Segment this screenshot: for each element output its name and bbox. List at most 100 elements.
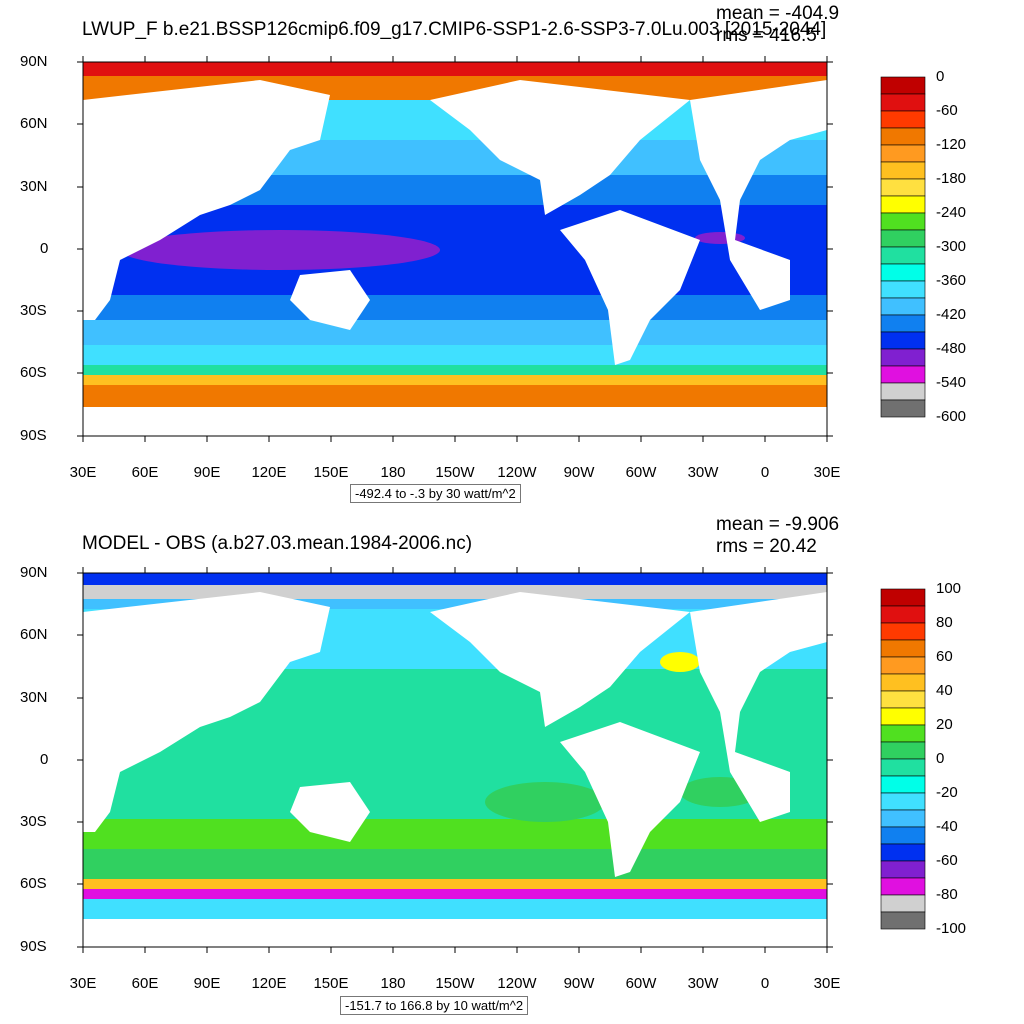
lon-label: 150E xyxy=(313,975,349,992)
colorbar-swatch xyxy=(880,639,926,658)
colorbar-label: -180 xyxy=(936,170,967,187)
map-figure xyxy=(77,56,926,442)
lon-label: 150W xyxy=(435,975,475,992)
colorbar-swatch xyxy=(880,280,926,299)
lon-label: 150E xyxy=(313,464,349,481)
lat-label: 90S xyxy=(20,938,47,955)
colorbar-label: 60 xyxy=(936,648,953,665)
colorbar-label: 40 xyxy=(936,682,953,699)
colorbar-label: -120 xyxy=(936,136,967,153)
field-band xyxy=(83,320,827,345)
field-anomaly xyxy=(660,652,700,672)
lon-label: 60E xyxy=(131,464,159,481)
field-band xyxy=(83,819,827,849)
colorbar-swatch xyxy=(880,297,926,316)
colorbar-label: 0 xyxy=(936,68,945,85)
map-field xyxy=(83,62,827,436)
colorbar-label: -80 xyxy=(936,886,958,903)
field-band xyxy=(83,889,827,899)
colorbar-swatch xyxy=(880,656,926,675)
colorbar-swatch xyxy=(880,127,926,146)
lat-label: 0 xyxy=(40,240,49,257)
colorbar-swatch xyxy=(880,673,926,692)
lon-label: 60E xyxy=(131,975,159,992)
lat-label: 90N xyxy=(20,53,48,70)
lon-label: 120W xyxy=(497,975,537,992)
colorbar-label: -480 xyxy=(936,340,967,357)
colorbar-swatch xyxy=(880,843,926,862)
colorbar-swatch xyxy=(880,399,926,418)
colorbar-swatch xyxy=(880,605,926,624)
colorbar-label: 0 xyxy=(936,750,945,767)
field-band xyxy=(83,585,827,599)
colorbar-swatch xyxy=(880,348,926,367)
field-band xyxy=(83,345,827,365)
colorbar-swatch xyxy=(880,110,926,129)
lat-label: 30N xyxy=(20,689,48,706)
land xyxy=(83,592,827,947)
colorbar-label: -600 xyxy=(936,408,967,425)
colorbar-swatch xyxy=(880,588,926,607)
lon-label: 90W xyxy=(563,975,595,992)
colorbar-swatch xyxy=(880,178,926,197)
lon-label: 180 xyxy=(380,464,406,481)
lat-label: 60S xyxy=(20,364,47,381)
colorbar-swatch xyxy=(880,314,926,333)
lon-label: 150W xyxy=(435,464,475,481)
colorbar-swatch xyxy=(880,144,926,163)
colorbar-swatch xyxy=(880,263,926,282)
field-warm-pool xyxy=(120,230,440,270)
colorbar-swatch xyxy=(880,161,926,180)
colorbar-swatch xyxy=(880,741,926,760)
lon-label: 0 xyxy=(760,975,770,992)
colorbar-swatch xyxy=(880,724,926,743)
colorbar-label: -100 xyxy=(936,920,967,937)
lat-label: 0 xyxy=(40,751,49,768)
colorbar-swatch xyxy=(880,622,926,641)
colorbar-swatch xyxy=(880,331,926,350)
colorbar xyxy=(880,588,926,930)
colorbar-label: -540 xyxy=(936,374,967,391)
colorbar-swatch xyxy=(880,877,926,896)
field-band xyxy=(83,573,827,585)
colorbar-swatch xyxy=(880,758,926,777)
colorbar-label: -240 xyxy=(936,204,967,221)
field-band xyxy=(83,295,827,320)
lon-label: 120W xyxy=(497,464,537,481)
colorbar-swatch xyxy=(880,860,926,879)
colorbar-label: -60 xyxy=(936,852,958,869)
lon-label: 60W xyxy=(625,975,657,992)
lon-label: 90E xyxy=(193,975,221,992)
lon-label: 180 xyxy=(380,975,406,992)
colorbar-label: 100 xyxy=(936,580,962,597)
colorbar-swatch xyxy=(880,246,926,265)
lon-label: 60W xyxy=(625,464,657,481)
map-figure xyxy=(77,567,926,953)
colorbar-label: -420 xyxy=(936,306,967,323)
land xyxy=(83,80,827,436)
colorbar-swatch xyxy=(880,195,926,214)
lon-label: 30E xyxy=(69,464,97,481)
colorbar xyxy=(880,76,926,418)
colorbar-label: -40 xyxy=(936,818,958,835)
lat-label: 30N xyxy=(20,178,48,195)
field-band xyxy=(83,62,827,76)
rms-value: rms = 20.42 xyxy=(716,536,817,557)
field-band xyxy=(83,879,827,889)
lat-label: 60N xyxy=(20,626,48,643)
contour-range-label: -492.4 to -.3 by 30 watt/m^2 xyxy=(350,484,521,503)
lat-label: 60S xyxy=(20,875,47,892)
panel-title: LWUP_F b.e21.BSSP126cmip6.f09_g17.CMIP6-… xyxy=(82,19,827,40)
field-anomaly xyxy=(485,782,605,822)
colorbar-swatch xyxy=(880,894,926,913)
colorbar-swatch xyxy=(880,382,926,401)
mean-value: mean = -404.9 xyxy=(716,3,840,24)
lat-label: 60N xyxy=(20,115,48,132)
colorbar-swatch xyxy=(880,690,926,709)
colorbar-swatch xyxy=(880,76,926,95)
lon-label: 30W xyxy=(687,975,719,992)
lat-label: 30S xyxy=(20,813,47,830)
colorbar-swatch xyxy=(880,809,926,828)
colorbar-label: -360 xyxy=(936,272,967,289)
colorbar-swatch xyxy=(880,229,926,248)
